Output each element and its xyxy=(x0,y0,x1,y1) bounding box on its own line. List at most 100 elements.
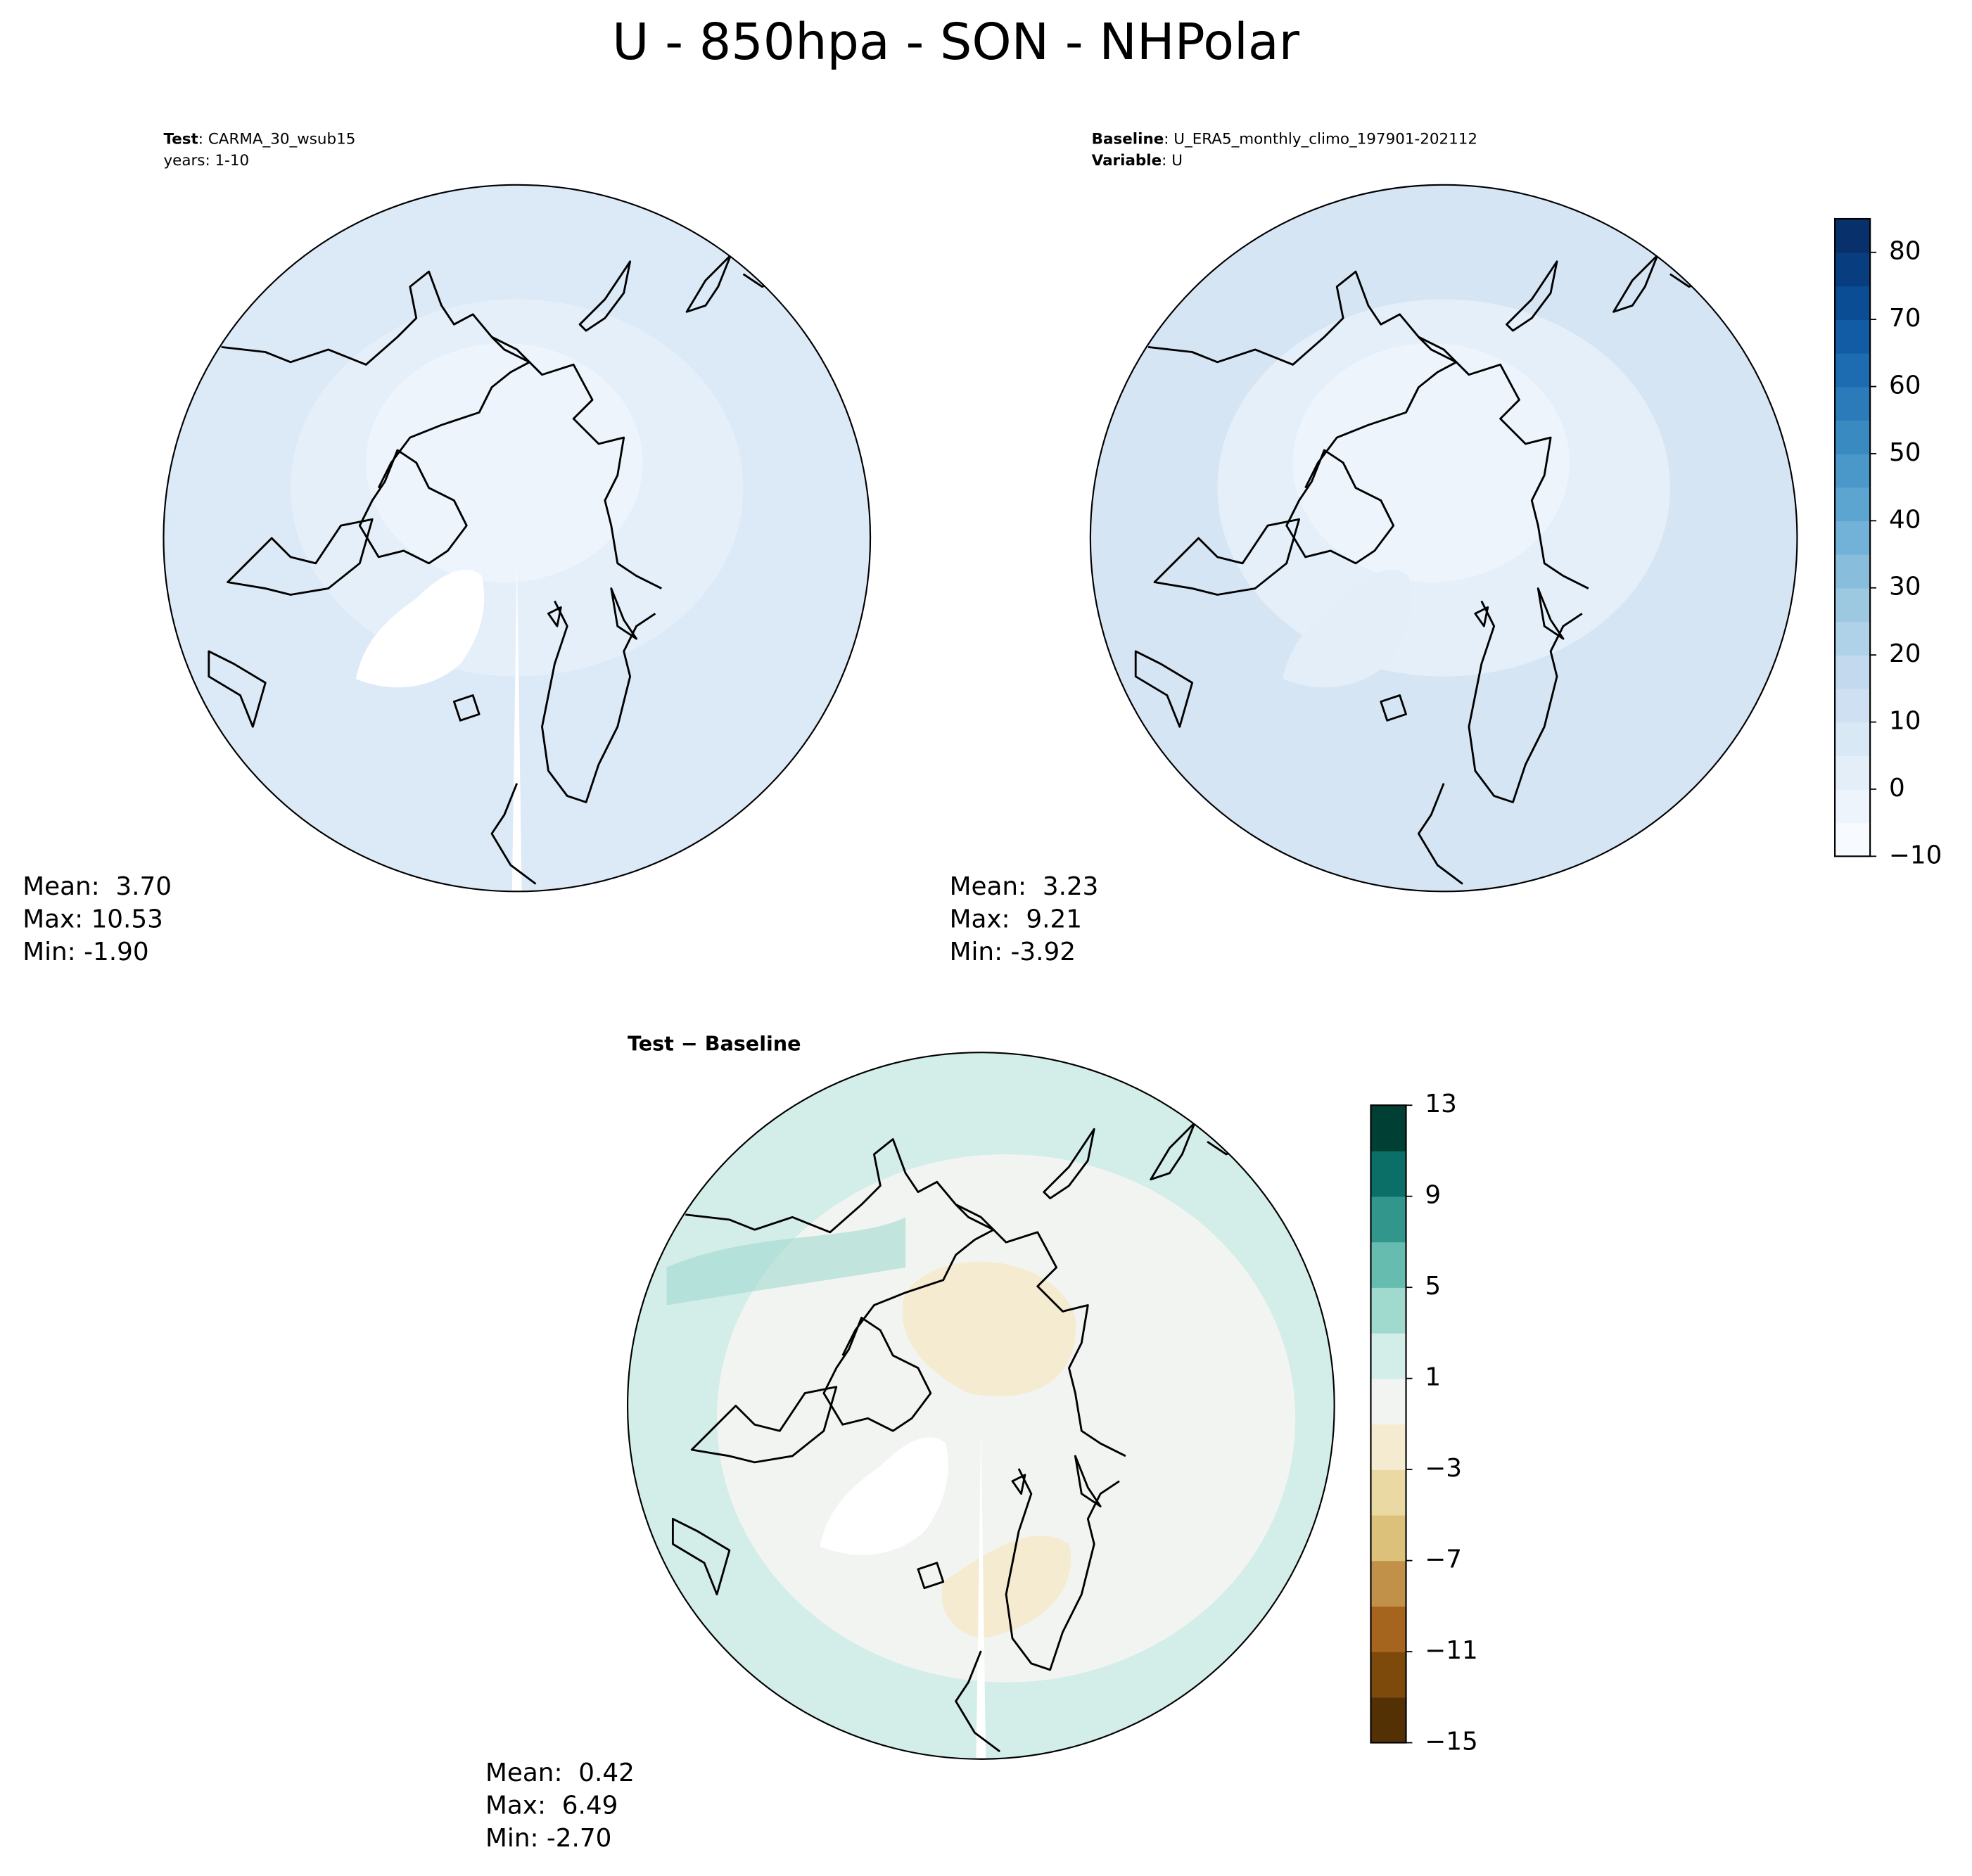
colorbar-segment xyxy=(1835,688,1871,723)
colorbar-segment xyxy=(1835,822,1871,857)
stat-line: Max: 10.53 xyxy=(23,905,163,933)
coastline xyxy=(822,1316,932,1432)
coastline xyxy=(1537,587,1565,640)
coastline xyxy=(1474,606,1489,627)
polar-map xyxy=(626,1052,1335,1760)
panel-header: Variable: U xyxy=(1092,152,1183,170)
colorbar-segment xyxy=(1370,1332,1406,1379)
map-boundary xyxy=(626,1052,1335,1760)
header-label: Baseline xyxy=(1092,130,1164,148)
colorbar-tick-label: 20 xyxy=(1889,639,1921,668)
coastline xyxy=(685,254,732,313)
colorbar-segment xyxy=(1835,219,1871,253)
colorbar-segment xyxy=(1835,420,1871,454)
map-boundary xyxy=(1089,184,1798,893)
colorbar-segment xyxy=(1835,554,1871,589)
colorbar-segment xyxy=(1835,286,1871,320)
header-label: Variable xyxy=(1092,152,1162,170)
colorbar-tick-label: 40 xyxy=(1889,505,1921,534)
coastline xyxy=(547,606,562,627)
colorbar-segment xyxy=(1370,1196,1406,1243)
missing-wedge xyxy=(511,563,522,892)
panel-header: years: 1-10 xyxy=(163,152,249,170)
colorbar-tick-label: 80 xyxy=(1889,237,1921,266)
stat-line: Min: -3.92 xyxy=(950,938,1076,966)
coastline xyxy=(1150,1121,1196,1181)
colorbar-tick-label: −15 xyxy=(1425,1728,1477,1756)
polar-map xyxy=(163,184,872,893)
colorbar-segment xyxy=(1835,587,1871,623)
coastline xyxy=(578,260,632,332)
colorbar-segment xyxy=(1835,386,1871,421)
stat-line: Mean: 3.23 xyxy=(950,872,1099,901)
map-field xyxy=(366,343,643,582)
colorbar-segment xyxy=(1370,1697,1406,1744)
coastline xyxy=(1285,449,1395,565)
colorbar-segment xyxy=(1370,1287,1406,1334)
colorbar-segment xyxy=(1835,487,1871,522)
panel-header: Baseline: U_ERA5_monthly_climo_197901-20… xyxy=(1092,130,1477,148)
figure-title: U - 850hpa - SON - NHPolar xyxy=(612,13,1299,71)
coastline xyxy=(685,1138,995,1356)
colorbar-segment xyxy=(1835,252,1871,287)
colorbar-segment xyxy=(1370,1424,1406,1470)
header-text: : U xyxy=(1162,152,1183,170)
coastline xyxy=(1468,600,1583,803)
coastline xyxy=(1417,783,1463,885)
colorbar-tick-label: 70 xyxy=(1889,304,1921,333)
coastline xyxy=(690,1386,838,1464)
colorbar-segment xyxy=(1370,1652,1406,1698)
stat-line: Mean: 3.70 xyxy=(23,872,172,901)
colorbar-segment xyxy=(1835,755,1871,790)
colorbar-segment xyxy=(1370,1514,1406,1562)
header-text: : U_ERA5_monthly_climo_197901-202112 xyxy=(1164,130,1477,148)
stat-line: Min: -2.70 xyxy=(485,1824,611,1853)
coastline xyxy=(671,1517,731,1596)
panel-header: Test: CARMA_30_wsub15 xyxy=(163,130,355,148)
colorbar-tick-label: 5 xyxy=(1425,1272,1441,1301)
colorbar-tick-label: −3 xyxy=(1425,1454,1462,1483)
colorbar-segment xyxy=(1370,1242,1406,1288)
coastline xyxy=(1005,1468,1120,1671)
coastline xyxy=(1147,270,1458,489)
coastline xyxy=(610,587,637,640)
colorbar-tick-label: −11 xyxy=(1425,1636,1477,1665)
colorbar-tick-label: 10 xyxy=(1889,707,1921,736)
colorbar-segment xyxy=(1835,521,1871,555)
colorbar-tick-label: 0 xyxy=(1889,774,1905,803)
colorbar-segment xyxy=(1370,1105,1406,1151)
colorbar-tick-label: −10 xyxy=(1889,841,1942,869)
colorbar-tick-label: 30 xyxy=(1889,573,1921,601)
stat-line: Max: 9.21 xyxy=(950,905,1082,933)
missing-wedge xyxy=(976,1431,986,1759)
coastline xyxy=(1506,260,1558,332)
coastline xyxy=(227,518,374,596)
colorbar-segment xyxy=(1370,1606,1406,1652)
colorbar-tick-label: 1 xyxy=(1425,1363,1441,1392)
colorbar-segment xyxy=(1835,352,1871,388)
coastline xyxy=(491,336,662,589)
coastline xyxy=(917,1562,945,1590)
header-text: : CARMA_30_wsub15 xyxy=(198,130,356,148)
coastline xyxy=(541,600,656,803)
coastline xyxy=(221,270,531,489)
colorbar-tick-label: 50 xyxy=(1889,438,1921,467)
coastline xyxy=(452,694,481,722)
coastline xyxy=(1074,1455,1102,1507)
coastline xyxy=(1043,1128,1095,1199)
colorbar-segment xyxy=(1370,1378,1406,1425)
polar-map xyxy=(1089,184,1798,893)
coastline xyxy=(1612,254,1659,313)
coastline xyxy=(358,449,468,565)
stat-line: Max: 6.49 xyxy=(485,1792,618,1820)
colorbar-segment xyxy=(1835,722,1871,756)
colorbar-segment xyxy=(1370,1469,1406,1516)
stat-line: Mean: 0.42 xyxy=(485,1759,635,1787)
colorbar-segment xyxy=(1370,1560,1406,1607)
header-label: Test xyxy=(163,130,198,148)
colorbar-frame xyxy=(1370,1104,1407,1744)
greenland xyxy=(355,570,485,688)
header-text: years: 1-10 xyxy=(163,152,249,170)
map-field xyxy=(1292,343,1570,582)
